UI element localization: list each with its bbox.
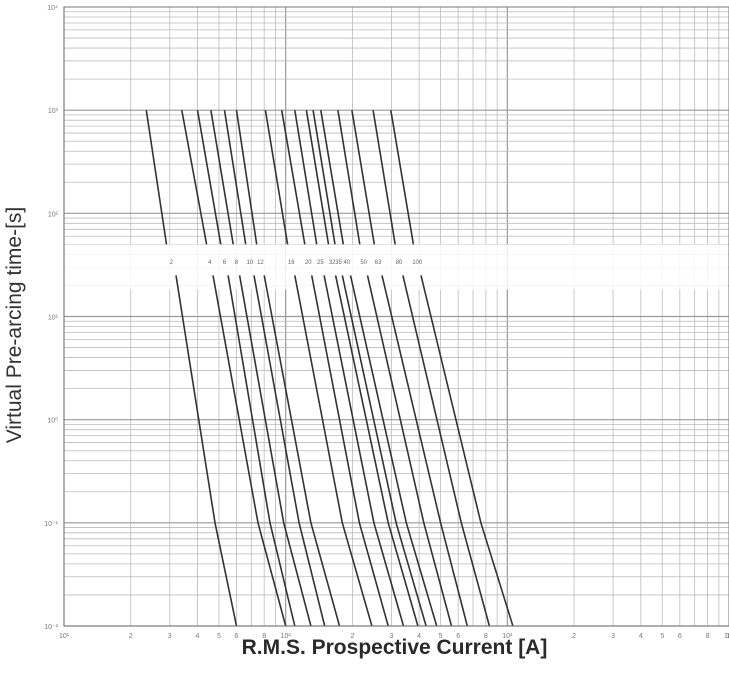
x-tick-labels: 10¹23456810²23456810³23456810³42345681 [59,633,729,640]
curve-label: 50 [360,260,367,266]
curve-2-upper [181,110,208,245]
curve-11-upper [312,110,336,245]
curve-4-lower [238,275,312,627]
curve-label: 35 [335,260,342,266]
curve-9-lower [323,275,405,627]
x-tick-label: 4 [639,633,643,640]
x-tick-label: 2 [350,633,354,640]
y-tick-label: 10⁰ [47,417,58,425]
x-tick-label: 3 [168,633,172,640]
curve-label: 32 [329,260,336,266]
curve-label: 8 [235,260,239,266]
x-tick-label: 5 [660,633,664,640]
curve-label: 80 [396,260,403,266]
y-tick-label: 10⁻² [44,624,58,631]
x-tick-label: 8 [262,633,266,640]
y-tick-label: 10⁻¹ [44,521,58,528]
curve-1-upper [145,110,168,245]
label-band [65,244,728,290]
curve-9-upper [294,110,318,245]
curve-label: 12 [257,260,264,266]
x-tick-label: 8 [484,633,488,640]
plot-frame [63,6,729,627]
curve-label: 40 [344,260,351,266]
label-band-rect [65,244,728,290]
x-tick-label: 6 [456,633,460,640]
curve-2-lower [212,275,287,627]
x-tick-label: 10³ [502,633,513,640]
curves [145,110,514,627]
y-tick-labels: 10⁴ 10³ 10² 10¹ 10⁰ 10⁻¹ 10⁻² [44,5,58,631]
x-axis-label: R.M.S. Prospective Current [A] [241,636,548,659]
curve-6-upper [235,110,258,245]
x-tick-label: 5 [439,633,443,640]
y-tick-label: 10³ [48,108,59,115]
curve-13-upper [337,110,361,245]
x-tick-label: 1 [726,633,729,640]
curve-5-lower [253,275,326,627]
curve-3-lower [227,275,296,627]
curve-label: 63 [375,260,382,266]
curve-12-lower [349,275,438,627]
curve-7-lower [294,275,373,627]
curve-13-lower [366,275,453,627]
curve-label: 2 [170,260,174,266]
curve-6-lower [263,275,341,627]
y-tick-label: 10² [48,211,59,218]
curve-label: 20 [305,260,312,266]
curve-label: 25 [317,260,324,266]
x-tick-label: 10¹ [59,633,70,640]
y-tick-label: 10¹ [48,315,59,322]
x-tick-label: 3 [389,633,393,640]
curve-8-upper [280,110,306,245]
curve-14-lower [381,275,469,627]
curve-1-lower [175,275,238,627]
x-tick-label: 5 [217,633,221,640]
x-tick-label: 6 [235,633,239,640]
x-tick-label: 10³ [724,633,729,640]
curve-14-upper [351,110,376,245]
grid [63,7,729,627]
y-tick-label: 10⁴ [47,5,58,12]
curve-16-upper [390,110,415,245]
y-axis-label: Virtual Pre-arcing time-[s] [3,206,26,444]
curve-15-lower [402,275,491,627]
x-tick-label: 2 [572,633,576,640]
curve-3-upper [196,110,222,245]
x-tick-label: 4 [417,633,421,640]
curve-7-upper [264,110,289,245]
curve-label: 16 [288,260,295,266]
curve-labels: 2 4 6 8 10 12 16 20 25 32 35 40 50 63 80 100 [170,260,423,266]
x-tick-label: 6 [678,633,682,640]
curve-4-upper [210,110,234,245]
curve-10-lower [334,275,419,627]
curve-16-lower [420,275,514,627]
curve-10-upper [305,110,330,245]
x-tick-label: 2 [129,633,133,640]
x-tick-label: 4 [196,633,200,640]
curve-label: 10 [247,260,254,266]
x-tick-label: 3 [611,633,615,640]
x-tick-label: 10² [281,633,292,640]
curve-label: 4 [208,260,212,266]
curve-5-upper [223,110,247,245]
curve-15-upper [372,110,396,245]
curve-label: 6 [223,260,227,266]
curve-8-lower [310,275,389,627]
curve-12-upper [320,110,345,245]
curve-label: 100 [412,260,423,266]
x-tick-label: 8 [706,633,710,640]
curve-11-lower [341,275,427,627]
